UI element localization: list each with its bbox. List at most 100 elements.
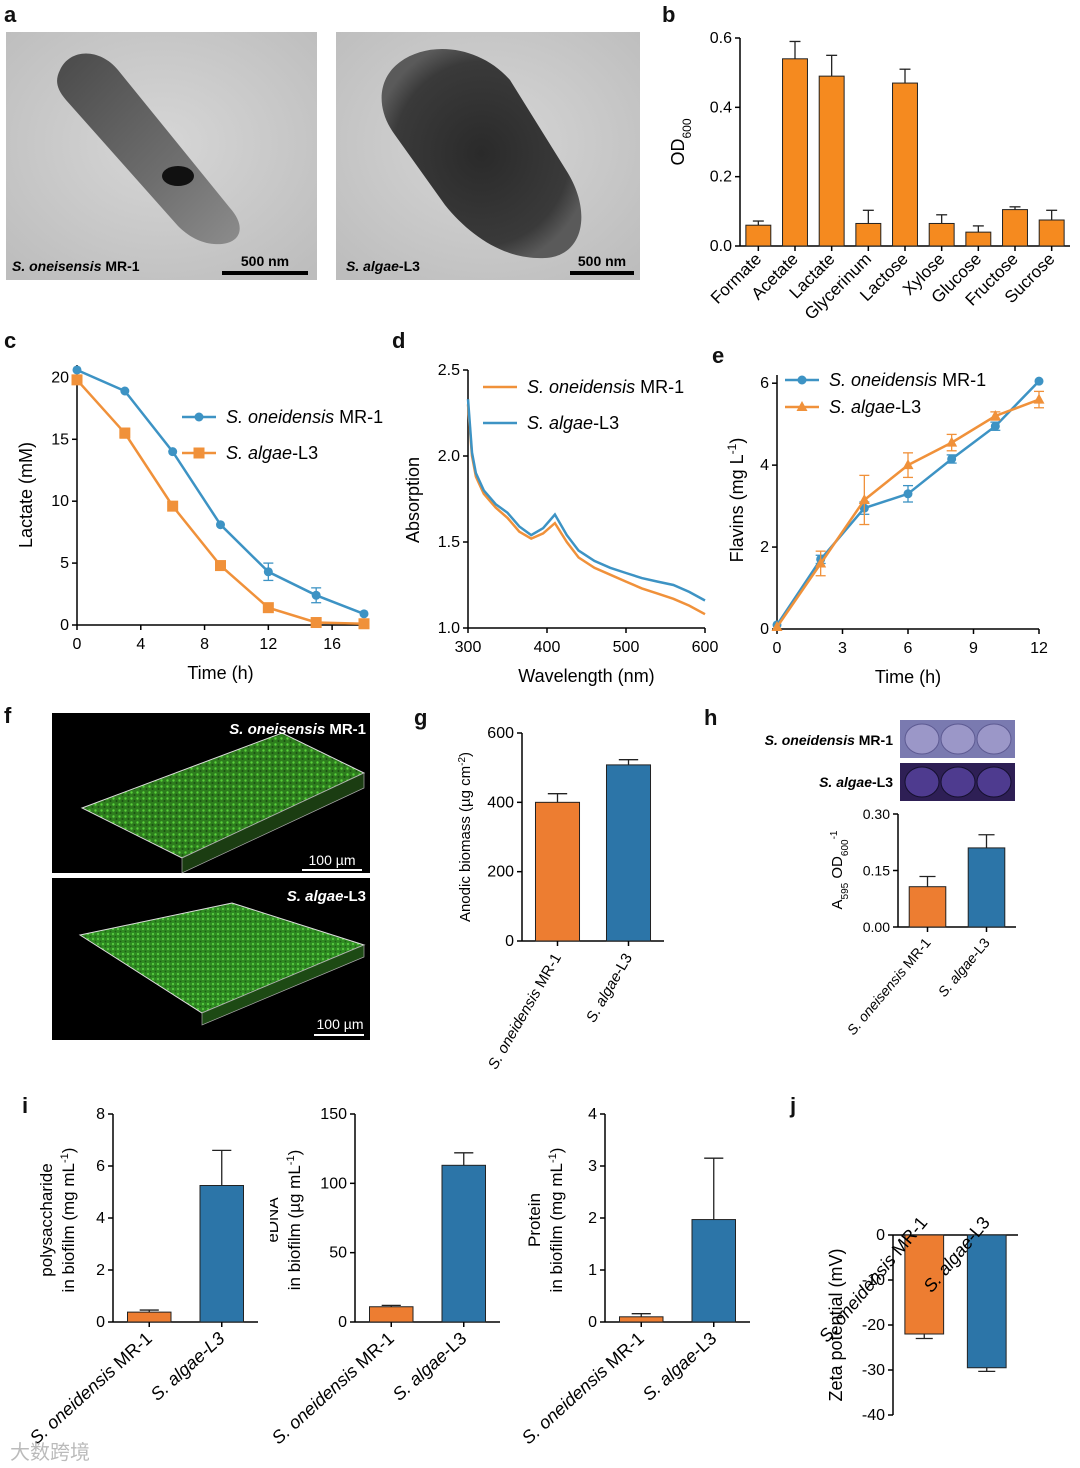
chart-i2-edna: 0 50 100 150 S. oneidensis MR-1S. algae-L3 eD… bbox=[270, 1106, 500, 1448]
data-point bbox=[263, 567, 273, 577]
y-tick-label: 15 bbox=[51, 431, 69, 448]
data-point bbox=[947, 454, 957, 464]
data-point bbox=[359, 609, 369, 619]
y-tick-label: 0 bbox=[505, 933, 514, 950]
x-tick-label: S. algae-L3 bbox=[583, 951, 636, 1026]
legend-label: S. algae-L3 bbox=[527, 413, 619, 433]
legend-marker bbox=[194, 412, 204, 422]
y-tick-label: 0.0 bbox=[710, 238, 732, 255]
y-axis-label: in biofilm (mg mL-1) bbox=[59, 1148, 78, 1293]
data-point bbox=[989, 409, 1001, 420]
panel-label-b: b bbox=[662, 2, 676, 27]
cell-shape-right bbox=[381, 49, 582, 259]
plate-images: S. oneidensis MR-1 S. algae-L3 bbox=[765, 720, 1015, 801]
legend-marker bbox=[797, 375, 807, 385]
y-tick-label: 150 bbox=[320, 1106, 347, 1123]
plate-row1-label: S. oneidensis MR-1 bbox=[765, 732, 894, 748]
legend-label: S. oneidensis MR-1 bbox=[829, 370, 986, 390]
bar bbox=[441, 1164, 486, 1323]
data-point bbox=[262, 602, 274, 614]
micrograph-right-label: S. algae-L3 bbox=[346, 258, 420, 274]
data-point bbox=[771, 620, 783, 631]
bar bbox=[619, 1316, 664, 1323]
plate-well bbox=[940, 723, 976, 755]
plate-well bbox=[904, 723, 940, 755]
chart-b-substrate-od: 0.00.20.40.6FormateAcetateLactateGlyceri… bbox=[668, 30, 1070, 324]
x-tick-label: S. algae-L3 bbox=[147, 1328, 229, 1404]
y-tick-label: 0 bbox=[338, 1314, 347, 1331]
y-tick-label: 10 bbox=[51, 493, 69, 510]
plate-well bbox=[940, 766, 976, 798]
x-tick-label: 4 bbox=[136, 636, 145, 653]
y-tick-label: 0 bbox=[96, 1314, 105, 1331]
series-line bbox=[775, 398, 1040, 628]
y-tick-label: 600 bbox=[487, 725, 514, 742]
bar bbox=[892, 82, 918, 247]
panel-label-g: g bbox=[414, 705, 428, 730]
biofilm-images: S. oneisensis MR-1 100 µm S. algae-L3 10… bbox=[52, 713, 370, 1040]
data-point bbox=[72, 365, 82, 375]
y-tick-label: 8 bbox=[96, 1106, 105, 1123]
chart-i1-polysaccharide: 0 2 4 6 8 S. oneidensis MR-1S. algae-L3 polysa… bbox=[26, 1106, 258, 1448]
x-tick-label: 6 bbox=[904, 640, 913, 657]
micrograph-left-label: S. oneisensis MR-1 bbox=[12, 258, 140, 274]
y-axis-label: Lactate (mM) bbox=[16, 442, 36, 548]
y-tick-label: 6 bbox=[760, 375, 769, 392]
cell-body-dark-spot bbox=[162, 166, 194, 186]
legend-label: S. oneidensis MR-1 bbox=[527, 377, 684, 397]
x-axis-label: Wavelength (nm) bbox=[518, 666, 654, 686]
x-tick-label: 300 bbox=[455, 639, 482, 656]
bar bbox=[534, 801, 581, 942]
bar bbox=[904, 1234, 945, 1335]
y-tick-label: 5 bbox=[60, 555, 69, 572]
y-tick-label: 0 bbox=[60, 617, 69, 634]
bar bbox=[965, 231, 992, 247]
bar bbox=[966, 1234, 1007, 1369]
panel-label-c: c bbox=[4, 328, 17, 353]
x-tick-label: S. oneidensis MR-1 bbox=[485, 951, 565, 1073]
y-axis-label: polysaccharide bbox=[37, 1163, 56, 1276]
chart-h-crystal-violet: 0.00 0.15 0.30 S. oneisensis MR-1 S. algae-L… bbox=[829, 806, 1016, 1038]
chart-d-absorption: 1.0 1.5 2.0 2.5 300 400 500 600 Wavelength (nm) S… bbox=[403, 362, 718, 686]
cell-shape-left bbox=[57, 53, 240, 245]
x-tick-label: S. algae-L3 bbox=[389, 1328, 471, 1404]
x-axis-label: Time (h) bbox=[875, 667, 941, 687]
legend-marker bbox=[193, 447, 205, 459]
y-tick-label: 20 bbox=[51, 369, 69, 386]
x-axis-label: Time (h) bbox=[187, 663, 253, 683]
data-point bbox=[990, 421, 1000, 431]
data-point bbox=[119, 427, 131, 439]
y-tick-label: 2 bbox=[760, 539, 769, 556]
data-point bbox=[311, 590, 321, 600]
data-point bbox=[71, 374, 83, 386]
data-point bbox=[167, 500, 179, 512]
bar bbox=[369, 1306, 414, 1323]
y-axis-label: A595 OD600-1 bbox=[829, 830, 851, 909]
chart-c-lactate: 0 5 10 15 20 0 4 8 12 16 Time (h) S. oneidensis MR-… bbox=[16, 365, 383, 683]
y-tick-label: -10 bbox=[862, 1272, 885, 1289]
y-axis-label: Protein bbox=[525, 1193, 544, 1247]
plate-well bbox=[976, 723, 1012, 755]
y-axis-label: Absorption bbox=[403, 457, 423, 543]
bar bbox=[928, 222, 955, 247]
y-tick-label: -20 bbox=[862, 1317, 885, 1334]
x-tick-label: 3 bbox=[838, 640, 847, 657]
chart-e-flavins: 0 2 4 6 0 3 6 9 12 Time (h) S. oneidensis MR-1 S. a… bbox=[725, 370, 1048, 687]
bar bbox=[1002, 209, 1028, 247]
bar bbox=[818, 75, 845, 247]
bar bbox=[1038, 219, 1065, 247]
legend-label: S. oneidensis MR-1 bbox=[226, 407, 383, 427]
data-point bbox=[1034, 376, 1044, 386]
y-tick-label: 3 bbox=[588, 1158, 597, 1175]
plate-row2-label: S. algae-L3 bbox=[819, 774, 893, 790]
data-point bbox=[903, 489, 913, 499]
micrograph-panel: S. oneisensis MR-1 500 nm S. algae-L3 50… bbox=[6, 32, 640, 280]
y-tick-label: 0.00 bbox=[863, 919, 890, 935]
y-tick-label: 0.15 bbox=[863, 863, 890, 879]
x-tick-label: S. oneidensis MR-1 bbox=[270, 1328, 398, 1448]
bar bbox=[745, 224, 772, 247]
x-tick-label: 400 bbox=[534, 639, 561, 656]
y-tick-label: 400 bbox=[487, 794, 514, 811]
x-tick-label: S. oneisensis MR-1 bbox=[844, 934, 934, 1037]
plate-well bbox=[976, 766, 1012, 798]
